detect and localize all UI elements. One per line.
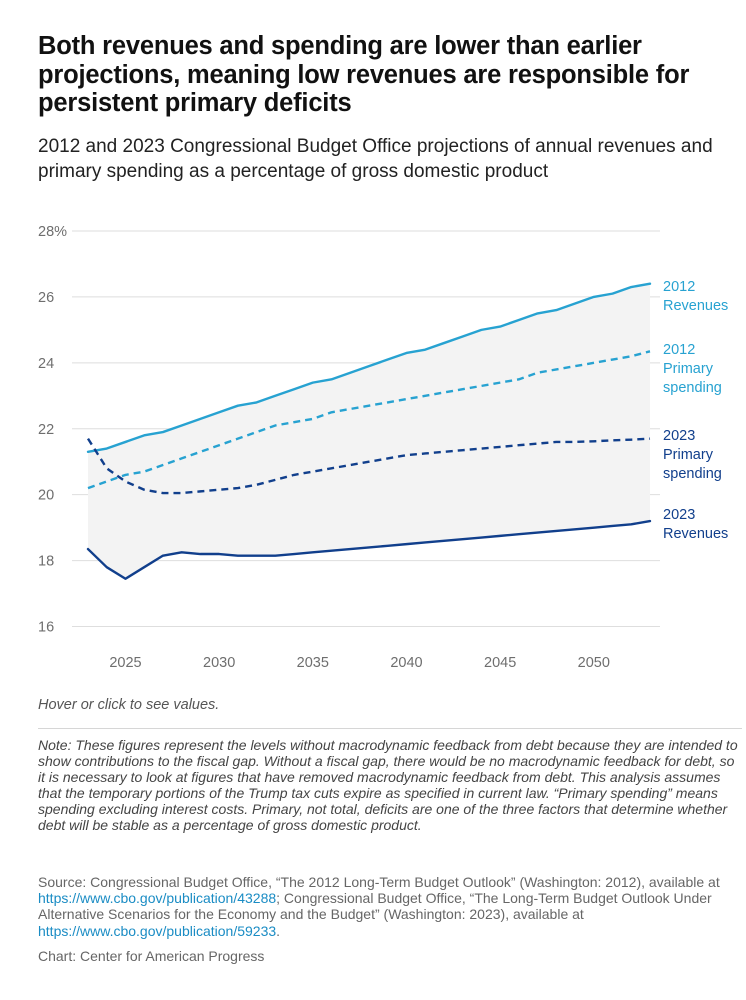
source-text-2: ; Congressional Budget Office, “The Long…	[38, 890, 712, 923]
x-tick-label: 2045	[484, 655, 516, 671]
x-tick-label: 2030	[203, 655, 235, 671]
chart-credit: Chart: Center for American Progress	[38, 948, 265, 964]
series-labels: 2012 Revenues 2012 Primary spending 2023 Prima…	[663, 279, 728, 542]
chart-subtitle: 2012 and 2023 Congressional Budget Offic…	[38, 136, 713, 182]
x-tick-label: 2040	[390, 655, 422, 671]
x-tick-label: 2025	[109, 655, 141, 671]
series-label-2023-revenues: 2023 Revenues	[663, 507, 728, 542]
y-tick-label: 24	[38, 356, 54, 372]
chart-title: Both revenues and spending are lower tha…	[38, 32, 690, 117]
revenue-gap-area	[88, 283, 650, 579]
x-tick-label: 2050	[578, 655, 610, 671]
y-tick-label: 20	[38, 488, 54, 504]
x-axis-ticks: 2025 2030 2035 2040 2045 2050	[109, 655, 610, 671]
source-link-2012[interactable]: https://www.cbo.gov/publication/43288	[38, 890, 277, 907]
chart-note: Note: These figures represent the levels…	[38, 737, 738, 833]
y-tick-label: 26	[38, 290, 54, 306]
series-line-2023-primary-spending[interactable]	[86, 437, 651, 495]
y-tick-label: 28%	[38, 224, 67, 240]
x-tick-label: 2035	[297, 655, 329, 671]
series-label-2012-revenues: 2012 Revenues	[663, 279, 728, 314]
line-chart[interactable]: 16 18 20 22 24 26 28% 2025 2030 2035 2040 2045 2050…	[0, 200, 746, 690]
series-line-2012-revenues[interactable]	[86, 282, 652, 454]
footer-divider	[38, 728, 742, 729]
source-link-2023[interactable]: https://www.cbo.gov/publication/59233	[38, 922, 277, 939]
hover-hint: Hover or click to see values.	[38, 697, 220, 713]
source-text-1: Source: Congressional Budget Office, “Th…	[38, 874, 720, 890]
chart-source: Source: Congressional Budget Office, “Th…	[38, 874, 742, 939]
y-axis-ticks: 16 18 20 22 24 26 28%	[38, 224, 67, 636]
y-tick-label: 18	[38, 554, 54, 570]
y-tick-label: 22	[38, 422, 54, 438]
y-tick-label: 16	[38, 620, 54, 636]
series-label-2012-primary-spending: 2012 Primary spending	[663, 342, 722, 396]
series-line-2023-revenues[interactable]	[86, 519, 652, 580]
series-label-2023-primary-spending: 2023 Primary spending	[663, 428, 722, 482]
series-lines-layer	[86, 282, 652, 580]
source-text-3: .	[276, 922, 281, 939]
series-line-2012-primary-spending[interactable]	[87, 350, 651, 490]
gap-area-layer	[88, 283, 650, 579]
